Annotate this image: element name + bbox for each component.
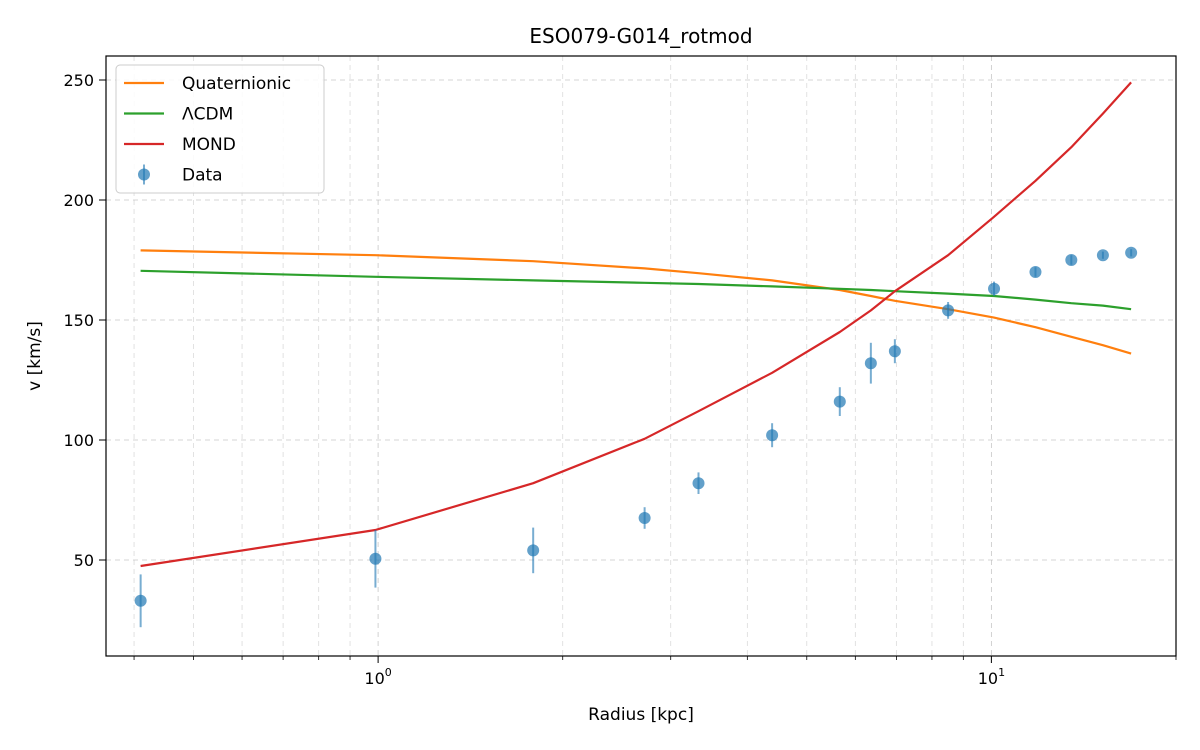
data-point [638,512,651,524]
legend-label: Quaternionic [182,74,291,94]
legend: Quaternionic ΛCDM MOND Data [115,64,325,194]
series-line-cdm [140,269,1132,311]
y-tick-label: 250 [63,71,94,90]
data-point [888,345,901,358]
x-axis-label: Radius [kpc] [588,705,694,725]
plot-frame [105,55,1177,657]
data-point [942,304,955,317]
legend-label: MOND [182,135,236,155]
data-point [1125,246,1138,259]
y-tick-label: 150 [63,311,94,330]
data-point [766,429,779,442]
data-point [1096,249,1109,262]
chart-title: ESO079-G014_rotmod [529,24,752,48]
y-tick-label: 200 [63,191,94,210]
legend-marker [138,168,150,181]
legend-label: Data [182,166,223,186]
data-point [833,395,846,408]
series-line-quaternionic [140,249,1132,355]
series-line-mond [140,81,1132,568]
x-tick-base: 10 [364,669,384,688]
data-point [692,477,705,490]
data-point [988,282,1001,295]
x-tick-exponent: 0 [385,666,392,679]
x-tick-label: 100 [364,666,391,688]
x-tick-exponent: 1 [998,666,1005,679]
legend-box [115,64,325,194]
data-point [1065,254,1078,266]
y-tick-label: 50 [74,551,94,570]
x-tick-label: 101 [978,666,1005,688]
data-point [527,544,540,557]
legend-label: ΛCDM [182,105,233,125]
series-group [134,81,1138,628]
y-axis-label: v [km/s] [25,321,45,391]
data-point [369,552,382,565]
data-point [134,594,147,607]
data-point [1029,266,1042,278]
y-tick-label: 100 [63,431,94,450]
data-point [864,357,877,370]
x-tick-base: 10 [978,669,998,688]
